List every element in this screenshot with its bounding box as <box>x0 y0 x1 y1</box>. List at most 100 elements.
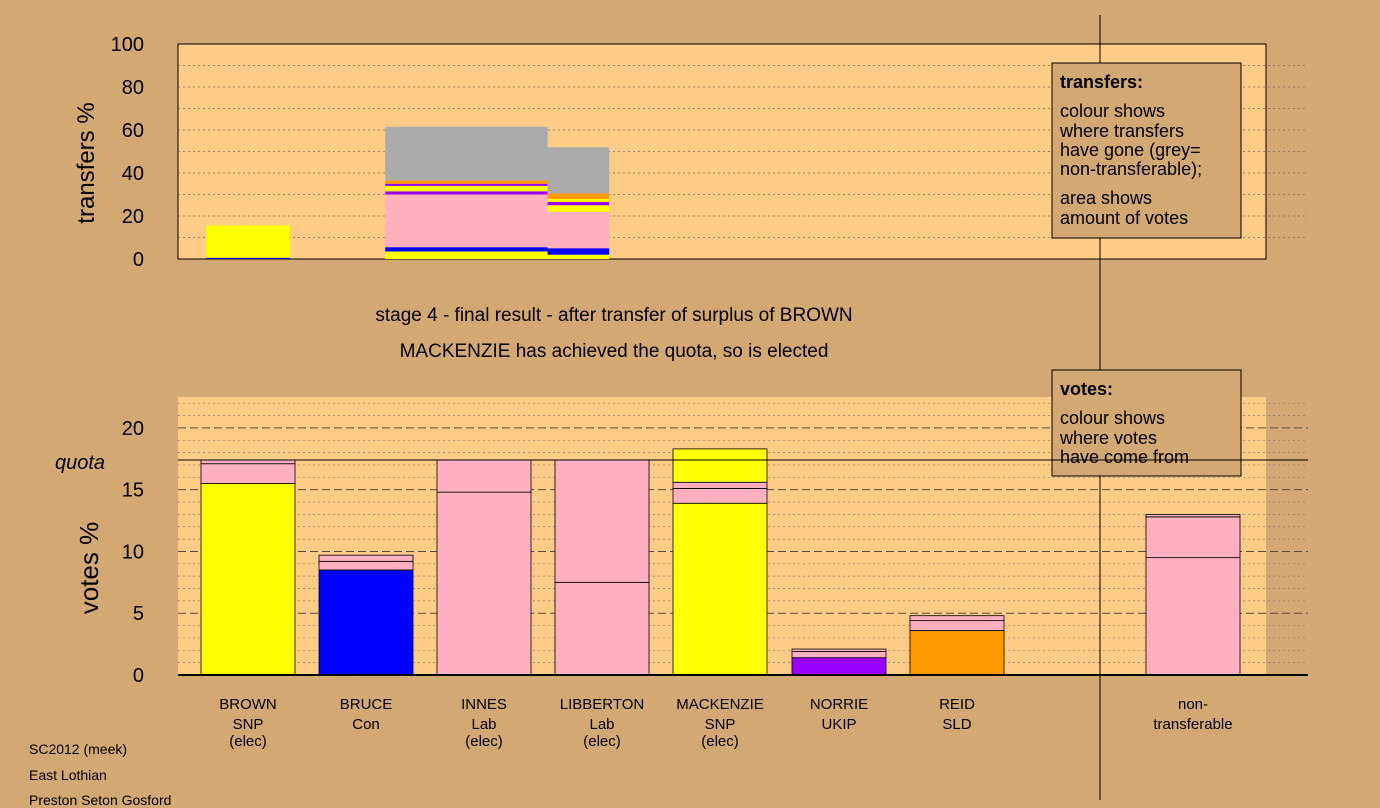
transfers-bars <box>206 126 610 259</box>
candidate-party: SNP <box>233 716 264 733</box>
quota-label: quota <box>55 452 105 474</box>
transfer-segment <box>385 183 548 186</box>
transfer-segment <box>547 198 610 203</box>
vote-segment <box>672 448 768 483</box>
votes-legend-title: votes: <box>1060 379 1113 399</box>
candidate-party: transferable <box>1153 716 1232 733</box>
candidate-party: Lab <box>471 716 496 733</box>
vote-segment <box>672 502 768 676</box>
transfers-y-tick: 80 <box>122 77 144 99</box>
votes-y-tick: 10 <box>122 541 144 563</box>
svg-text:colour shows where votes: colour shows where votes have come from <box>1059 408 1189 467</box>
votes-legend-line: colour shows <box>1060 408 1165 428</box>
vote-segment <box>1145 557 1241 676</box>
vote-segment <box>791 657 887 676</box>
vote-segment <box>1145 516 1241 559</box>
transfer-segment <box>385 251 548 259</box>
votes-y-tick: 5 <box>133 603 144 625</box>
vote-segment <box>554 459 650 583</box>
vote-segment <box>200 483 296 676</box>
transfer-segment <box>206 257 290 259</box>
votes-legend: votes: colour shows where votes have com… <box>1051 369 1242 477</box>
transfer-segment <box>547 147 610 194</box>
candidate-labels: BROWNSNP(elec)BRUCEConINNESLab(elec)LIBB… <box>219 696 1232 750</box>
vote-segment <box>436 459 532 493</box>
transfer-segment <box>385 191 548 195</box>
candidate-party: SLD <box>942 716 971 733</box>
candidate-name: BRUCE <box>340 696 393 713</box>
transfer-segment <box>547 193 610 199</box>
transfer-segment <box>547 254 610 259</box>
vote-segment <box>318 554 414 562</box>
transfer-segment <box>547 248 610 255</box>
transfers-y-tick: 100 <box>111 34 144 56</box>
votes-y-tick: 20 <box>122 418 144 440</box>
candidate-party: UKIP <box>821 716 856 733</box>
footer-system: SC2012 (meek) <box>29 741 128 757</box>
transfers-legend-title: transfers: <box>1060 72 1143 92</box>
vote-segment <box>436 491 532 676</box>
transfer-segment <box>547 202 610 206</box>
votes-y-tick: 0 <box>133 665 144 687</box>
candidate-party: SNP <box>705 716 736 733</box>
votes-legend-line: where votes <box>1059 428 1157 448</box>
stage-subheading: MACKENZIE has achieved the quota, so is … <box>400 341 829 362</box>
candidate-party: Lab <box>589 716 614 733</box>
vote-segment <box>791 651 887 659</box>
vote-segment <box>554 581 650 676</box>
transfer-segment <box>385 180 548 184</box>
transfers-y-tick: 60 <box>122 120 144 142</box>
footer-ward: Preston Seton Gosford <box>29 792 172 808</box>
vote-segment <box>200 459 296 465</box>
vote-segment <box>672 488 768 504</box>
transfers-y-axis: 0 20 40 60 80 100 <box>111 34 144 271</box>
transfers-y-tick: 20 <box>122 206 144 228</box>
candidate-name: LIBBERTON <box>560 696 644 713</box>
candidate-name: INNES <box>461 696 507 713</box>
transfers-legend-line: where transfers <box>1059 121 1184 141</box>
transfers-y-label: transfers % <box>73 102 100 223</box>
transfers-legend: transfers: colour shows where transfers … <box>1051 62 1242 239</box>
footer-council: East Lothian <box>29 767 107 783</box>
vote-segment <box>318 560 414 571</box>
transfer-segment <box>547 211 610 249</box>
transfers-y-tick: 0 <box>133 249 144 271</box>
transfers-legend-line: area shows <box>1060 188 1152 208</box>
vote-segment <box>200 463 296 484</box>
transfers-legend-line: colour shows <box>1060 101 1165 121</box>
transfer-segment <box>385 126 548 181</box>
transfers-legend-line: amount of votes <box>1060 208 1188 228</box>
candidate-status: (elec) <box>701 733 739 750</box>
votes-y-label: votes % <box>74 522 104 615</box>
transfer-segment <box>385 185 548 192</box>
votes-y-axis: 0 5 10 15 20 <box>122 418 144 687</box>
vote-segment <box>1145 513 1241 518</box>
votes-legend-line: have come from <box>1060 447 1189 467</box>
candidate-name: non- <box>1178 696 1208 713</box>
candidate-name: BROWN <box>219 696 277 713</box>
votes-y-tick: 15 <box>122 480 144 502</box>
vote-segment <box>909 620 1005 631</box>
candidate-name: MACKENZIE <box>676 696 764 713</box>
transfer-segment <box>547 205 610 212</box>
candidate-status: (elec) <box>229 733 267 750</box>
candidate-party: Con <box>352 716 380 733</box>
vote-segment <box>791 648 887 652</box>
candidate-name: NORRIE <box>810 696 868 713</box>
transfer-segment <box>206 225 290 258</box>
transfers-legend-line: have gone (grey= <box>1060 140 1201 160</box>
transfer-segment <box>385 194 548 248</box>
candidate-status: (elec) <box>465 733 503 750</box>
transfer-segment <box>385 247 548 252</box>
stage-heading: stage 4 - final result - after transfer … <box>375 305 852 326</box>
vote-segment <box>318 569 414 676</box>
vote-segment <box>672 481 768 489</box>
votes-bars <box>200 448 1241 676</box>
vote-segment <box>909 615 1005 622</box>
transfers-legend-line: non-transferable); <box>1060 159 1202 179</box>
svg-text:colour shows where trans: colour shows where transfers have gone (… <box>1059 101 1207 228</box>
candidate-name: REID <box>939 696 975 713</box>
vote-segment <box>909 630 1005 676</box>
transfers-y-tick: 40 <box>122 163 144 185</box>
